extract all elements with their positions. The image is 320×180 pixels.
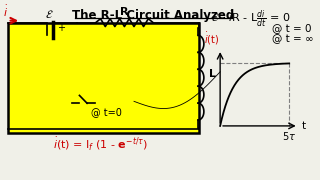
Text: +: +: [57, 22, 65, 33]
Text: L: L: [209, 69, 216, 79]
Text: $\dot{i}$: $\dot{i}$: [3, 3, 8, 19]
Text: t: t: [301, 121, 306, 131]
Text: R: R: [120, 7, 129, 17]
Bar: [8, 23, 199, 133]
Text: The R-L Circuit Analyzed: The R-L Circuit Analyzed: [72, 9, 234, 22]
Text: $\mathcal{E}$: $\mathcal{E}$: [45, 8, 54, 20]
Text: $5\tau$: $5\tau$: [282, 130, 296, 142]
Text: @ t=0: @ t=0: [91, 107, 122, 117]
Text: $\mathcal{E}$ - $\dot{i}$R - L$\frac{di}{dt}$ = 0: $\mathcal{E}$ - $\dot{i}$R - L$\frac{di}…: [211, 8, 290, 29]
Text: $\dot{i}$(t) = I$_f$ (1 - $\mathbf{e}^{-t/\tau}$): $\dot{i}$(t) = I$_f$ (1 - $\mathbf{e}^{-…: [53, 135, 148, 152]
Text: $\dot{i}$(t): $\dot{i}$(t): [204, 31, 219, 47]
Text: @ t = ∞: @ t = ∞: [272, 34, 314, 44]
Text: @ t = 0: @ t = 0: [272, 23, 311, 33]
